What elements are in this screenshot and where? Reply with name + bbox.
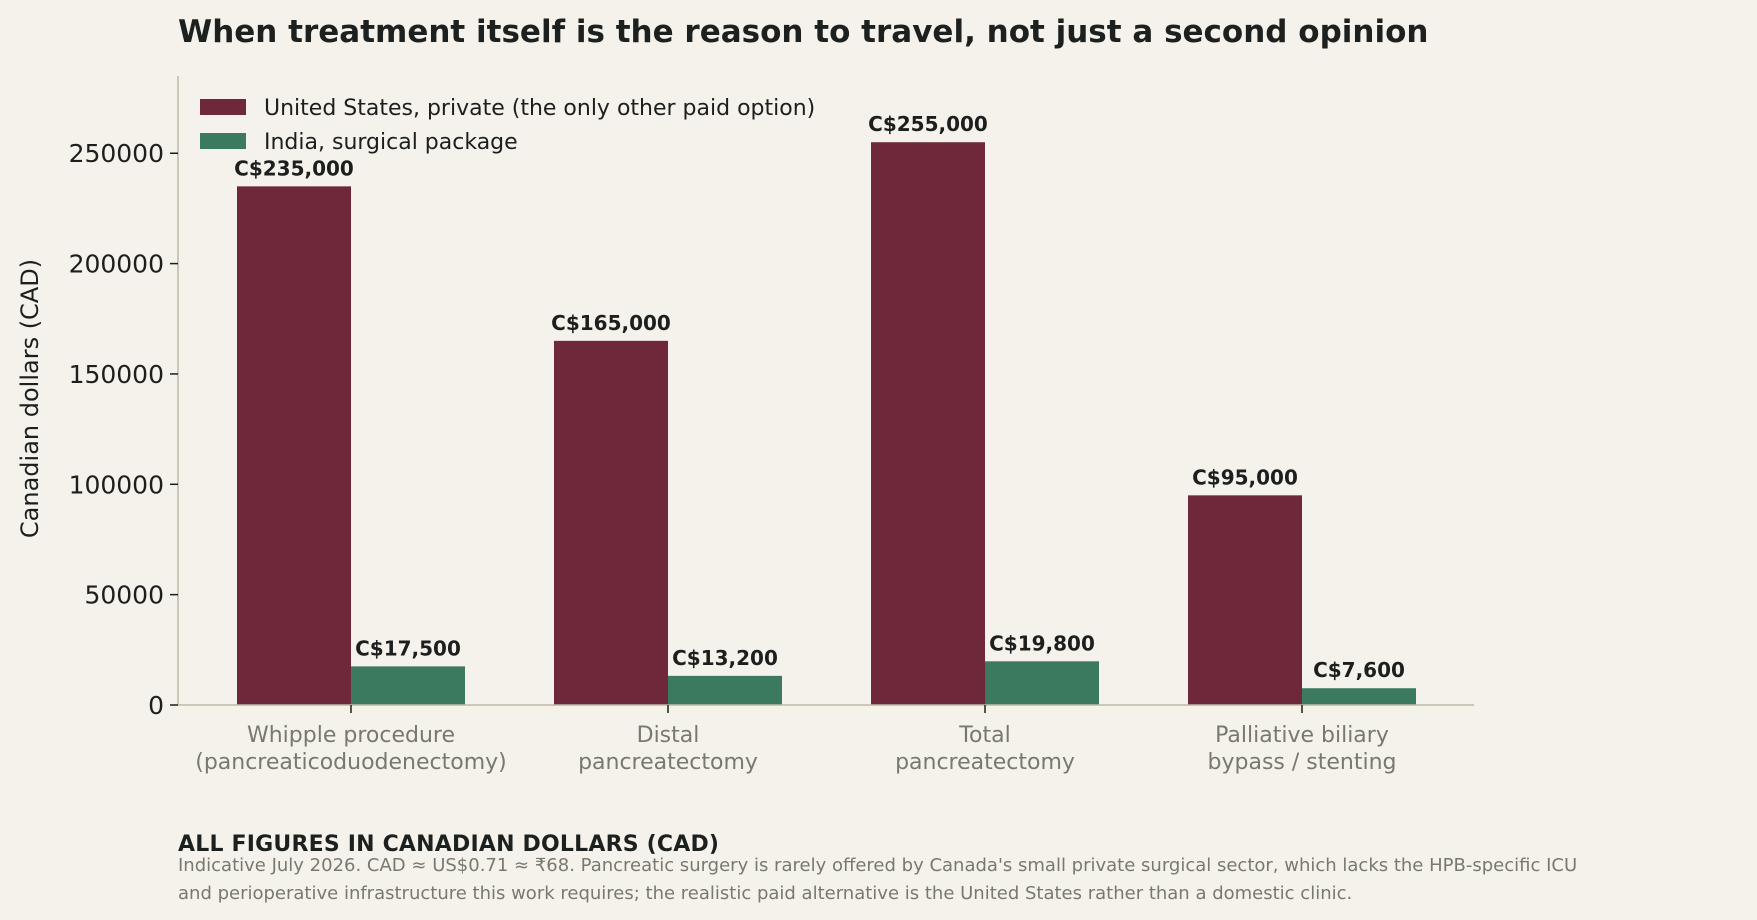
note-heading: ALL FIGURES IN CANADIAN DOLLARS (CAD) bbox=[178, 832, 720, 857]
x-tick-label: pancreatectomy bbox=[895, 750, 1075, 775]
y-tick-label: 200000 bbox=[69, 250, 164, 279]
bar bbox=[1302, 688, 1416, 705]
y-tick-label: 50000 bbox=[84, 581, 164, 610]
chart-title: When treatment itself is the reason to t… bbox=[178, 14, 1429, 50]
x-tick-label: bypass / stenting bbox=[1208, 750, 1397, 775]
note-line: and perioperative infrastructure this wo… bbox=[178, 883, 1353, 904]
bar bbox=[554, 340, 668, 705]
bar-value-label: C$165,000 bbox=[551, 311, 671, 335]
legend-swatch bbox=[200, 133, 246, 149]
bar-value-label: C$235,000 bbox=[234, 156, 354, 180]
x-tick-label: Whipple procedure bbox=[247, 723, 455, 748]
bar-value-label: C$19,800 bbox=[989, 631, 1095, 655]
note-body: Indicative July 2026. CAD ≈ US$0.71 ≈ ₹6… bbox=[178, 852, 1748, 908]
y-axis-label: Canadian dollars (CAD) bbox=[16, 259, 44, 538]
x-tick-label: Distal bbox=[637, 723, 700, 748]
bar-value-label: C$255,000 bbox=[868, 112, 988, 136]
legend-entry: India, surgical package bbox=[264, 130, 518, 155]
bar bbox=[1188, 495, 1302, 705]
bar bbox=[668, 675, 782, 705]
bar-value-label: C$7,600 bbox=[1313, 658, 1405, 682]
bar bbox=[871, 142, 985, 706]
legend-swatch bbox=[200, 99, 246, 115]
bar bbox=[351, 666, 465, 705]
bar bbox=[985, 661, 1099, 705]
note-line: Indicative July 2026. CAD ≈ US$0.71 ≈ ₹6… bbox=[178, 855, 1578, 876]
x-tick-label: pancreatectomy bbox=[578, 750, 758, 775]
y-tick-label: 100000 bbox=[69, 470, 164, 499]
legend-entry: United States, private (the only other p… bbox=[264, 96, 815, 121]
bar bbox=[237, 186, 351, 705]
bar-value-label: C$13,200 bbox=[672, 646, 778, 670]
y-tick-label: 250000 bbox=[69, 139, 164, 168]
x-tick-label: (pancreaticoduodenectomy) bbox=[195, 750, 507, 775]
y-tick-label: 150000 bbox=[69, 360, 164, 389]
x-tick-label: Total bbox=[958, 723, 1010, 748]
x-tick-label: Palliative biliary bbox=[1215, 723, 1389, 748]
y-tick-label: 0 bbox=[148, 691, 164, 720]
bar-value-label: C$17,500 bbox=[355, 636, 461, 660]
bar-value-label: C$95,000 bbox=[1192, 465, 1298, 489]
